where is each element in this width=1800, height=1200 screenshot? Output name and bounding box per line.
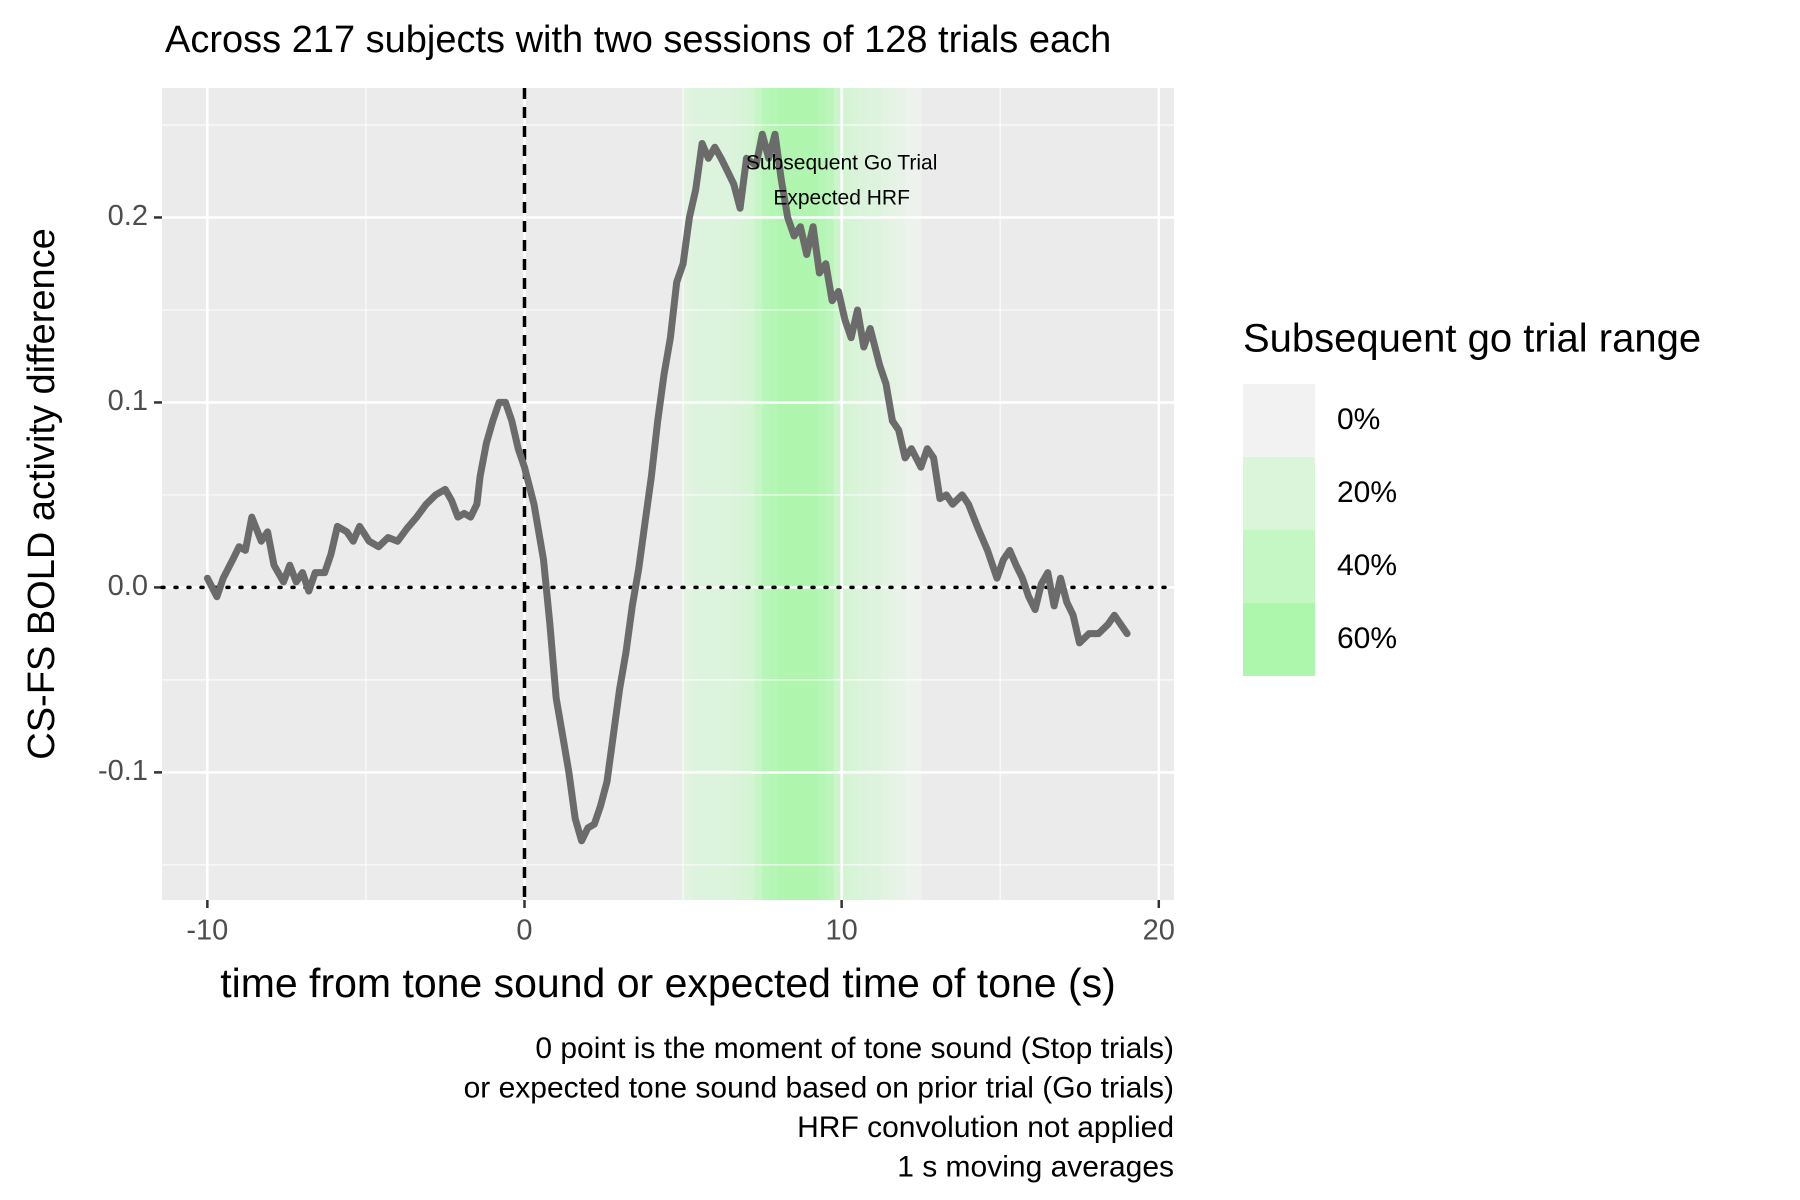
go-trial-band [706, 88, 716, 900]
go-trial-band [690, 88, 700, 900]
legend-label: 40% [1337, 549, 1397, 582]
legend-label: 20% [1337, 476, 1397, 509]
go-trial-band [865, 88, 874, 900]
legend-key [1243, 457, 1315, 530]
go-trial-band [770, 88, 779, 900]
y-axis-title: CS-FS BOLD activity difference [21, 228, 63, 759]
go-trial-band [714, 88, 724, 900]
go-trial-band [912, 88, 922, 900]
go-trial-band [849, 88, 859, 900]
go-trial-band [683, 88, 692, 900]
x-tick-label: 0 [516, 915, 532, 947]
go-trial-band [738, 88, 748, 900]
legend-label: 0% [1337, 403, 1380, 436]
y-tick-label: 0.1 [108, 385, 148, 417]
go-trial-band [754, 88, 763, 900]
go-trial-band [801, 88, 811, 900]
annotation: Subsequent Go Trial [746, 151, 937, 174]
legend-key [1243, 384, 1315, 457]
go-trial-band [857, 88, 867, 900]
y-tick-label: -0.1 [98, 755, 148, 787]
caption: or expected tone sound based on prior tr… [464, 1071, 1174, 1104]
caption: 0 point is the moment of tone sound (Sto… [535, 1032, 1174, 1065]
chart-title: Across 217 subjects with two sessions of… [165, 19, 1111, 61]
y-tick-label: 0.2 [108, 200, 148, 232]
plot-panel [162, 88, 1174, 900]
go-trial-band [809, 88, 819, 900]
caption: 1 s moving averages [897, 1150, 1174, 1183]
go-trial-band [698, 88, 708, 900]
go-trial-band [730, 88, 740, 900]
go-trial-band [825, 88, 835, 900]
go-trial-band [786, 88, 795, 900]
go-trial-band [841, 88, 851, 900]
go-trial-band [905, 88, 914, 900]
x-tick-label: 10 [826, 915, 858, 947]
legend-key [1243, 603, 1315, 676]
go-trial-band [873, 88, 882, 900]
x-tick-label: 20 [1143, 915, 1175, 947]
go-trial-band [833, 88, 843, 900]
y-tick-label: 0.0 [108, 570, 148, 602]
go-trial-band [746, 88, 756, 900]
go-trial-band [817, 88, 827, 900]
go-trial-band [897, 88, 906, 900]
go-trial-band [889, 88, 898, 900]
legend-label: 60% [1337, 622, 1397, 655]
caption: HRF convolution not applied [797, 1111, 1174, 1144]
x-tick-label: -10 [186, 915, 228, 947]
go-trial-band [794, 88, 803, 900]
annotation: Expected HRF [773, 187, 910, 210]
legend-key [1243, 530, 1315, 603]
go-trial-band [722, 88, 732, 900]
go-trial-band [881, 88, 890, 900]
legend-title: Subsequent go trial range [1243, 317, 1701, 361]
go-trial-band [778, 88, 787, 900]
data-line [203, 130, 1131, 845]
go-trial-band [762, 88, 771, 900]
x-axis-title: time from tone sound or expected time of… [220, 960, 1116, 1006]
